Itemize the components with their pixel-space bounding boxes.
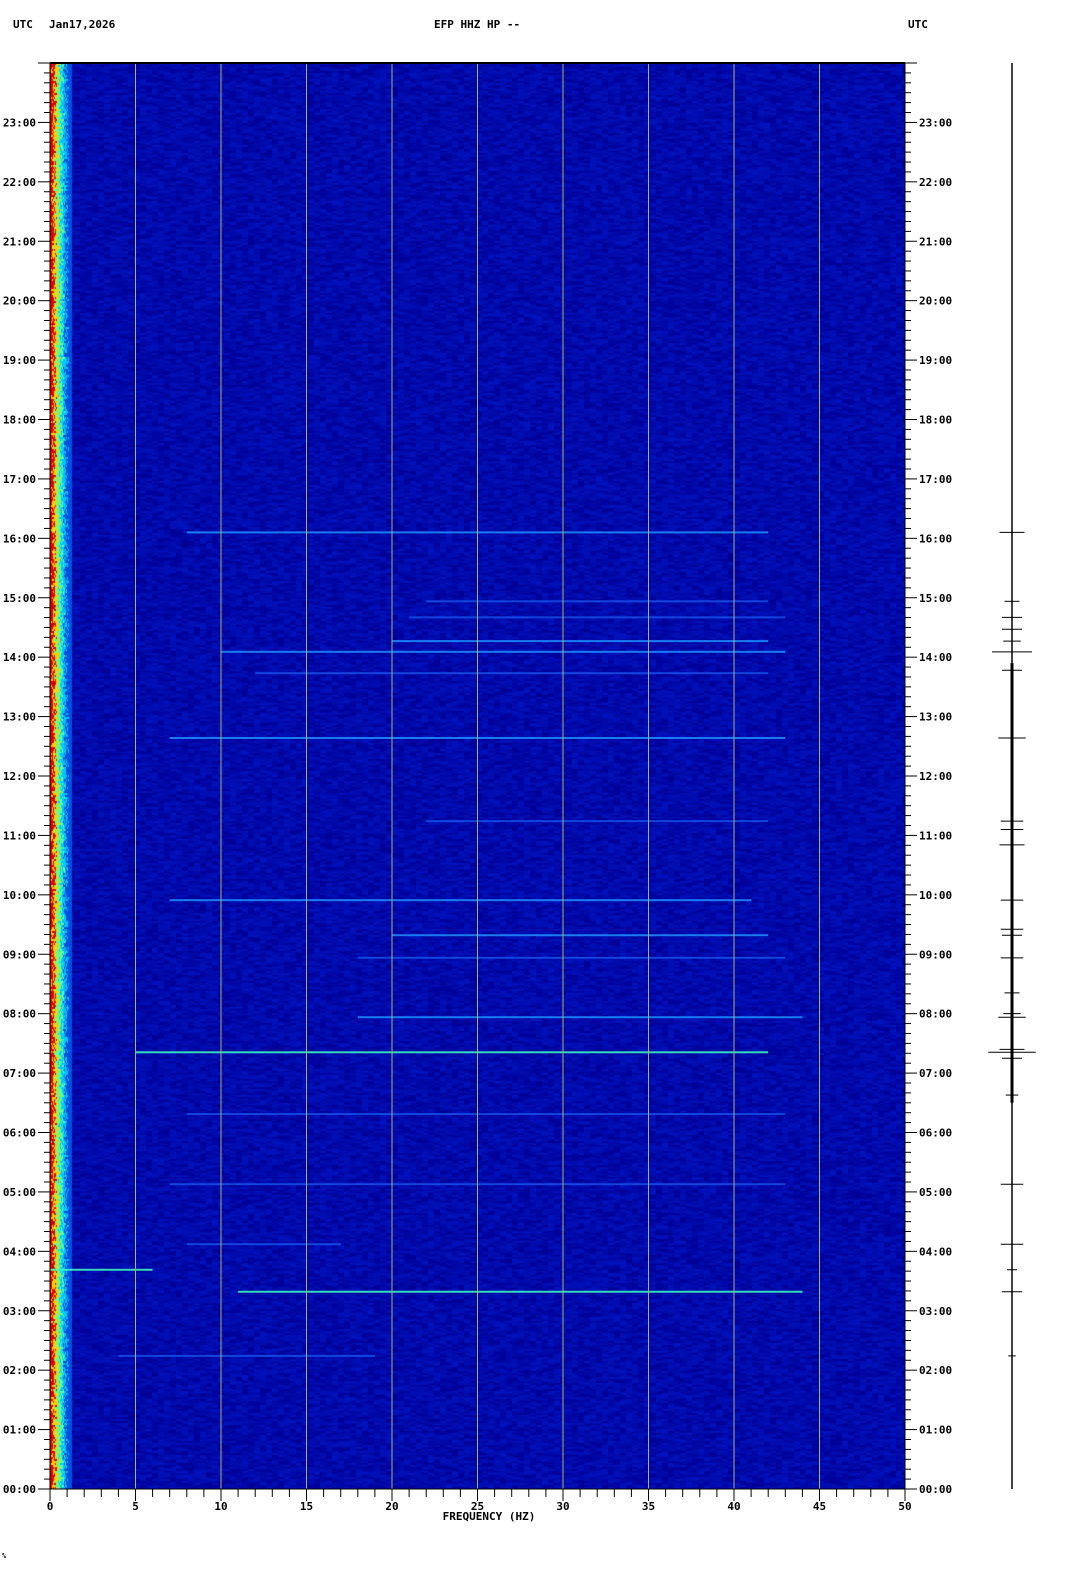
y-tick-label-left: 17:00 [3, 473, 36, 486]
y-tick-label-left: 19:00 [3, 354, 36, 367]
y-tick-label-right: 15:00 [919, 592, 952, 605]
y-tick-label-left: 18:00 [3, 414, 36, 427]
y-tick-label-left: 07:00 [3, 1067, 36, 1080]
y-tick-label-right: 14:00 [919, 651, 952, 664]
event-band [255, 672, 769, 675]
y-tick-label-right: 13:00 [919, 711, 952, 724]
y-tick-label-left: 00:00 [3, 1483, 36, 1496]
x-tick-label: 15 [300, 1500, 313, 1513]
y-tick-label-right: 22:00 [919, 176, 952, 189]
right-timezone-label: UTC [908, 18, 928, 31]
date-label: Jan17,2026 [49, 18, 116, 31]
x-tick-label: 20 [385, 1500, 398, 1513]
y-tick-label-left: 05:00 [3, 1186, 36, 1199]
y-tick-label-right: 03:00 [919, 1305, 952, 1318]
x-tick-label: 5 [132, 1500, 139, 1513]
event-band [426, 820, 769, 823]
y-tick-label-left: 11:00 [3, 829, 36, 842]
y-tick-label-left: 01:00 [3, 1424, 36, 1437]
y-tick-label-left: 09:00 [3, 948, 36, 961]
y-tick-label-left: 15:00 [3, 592, 36, 605]
y-tick-label-left: 22:00 [3, 176, 36, 189]
event-band [186, 1113, 786, 1116]
y-tick-label-left: 16:00 [3, 532, 36, 545]
y-tick-label-right: 07:00 [919, 1067, 952, 1080]
y-tick-label-right: 18:00 [919, 414, 952, 427]
event-band [50, 1268, 153, 1271]
event-band [357, 1016, 803, 1019]
y-tick-label-left: 08:00 [3, 1008, 36, 1021]
x-tick-label: 40 [727, 1500, 740, 1513]
y-tick-label-left: 02:00 [3, 1364, 36, 1377]
y-tick-label-right: 23:00 [919, 116, 952, 129]
y-tick-label-left: 13:00 [3, 711, 36, 724]
y-tick-label-right: 11:00 [919, 829, 952, 842]
y-tick-label-right: 01:00 [919, 1424, 952, 1437]
y-tick-label-right: 21:00 [919, 235, 952, 248]
x-tick-label: 10 [214, 1500, 227, 1513]
x-tick-label: 25 [471, 1500, 484, 1513]
x-tick-label: 50 [898, 1500, 911, 1513]
y-tick-label-left: 20:00 [3, 295, 36, 308]
event-band [357, 956, 786, 959]
y-tick-label-right: 10:00 [919, 889, 952, 902]
y-tick-label-right: 09:00 [919, 948, 952, 961]
event-band [409, 616, 786, 619]
y-tick-label-left: 06:00 [3, 1127, 36, 1140]
y-tick-label-right: 05:00 [919, 1186, 952, 1199]
event-band [118, 1354, 375, 1357]
y-tick-label-right: 02:00 [919, 1364, 952, 1377]
y-tick-label-right: 20:00 [919, 295, 952, 308]
y-tick-label-right: 06:00 [919, 1127, 952, 1140]
event-band [169, 899, 752, 902]
chart-title: EFP HHZ HP -- [434, 18, 521, 31]
event-band [186, 1243, 341, 1246]
y-tick-label-left: 21:00 [3, 235, 36, 248]
y-tick-label-right: 12:00 [919, 770, 952, 783]
x-tick-label: 45 [813, 1500, 826, 1513]
y-tick-label-right: 08:00 [919, 1008, 952, 1021]
y-tick-label-left: 12:00 [3, 770, 36, 783]
y-tick-label-right: 00:00 [919, 1483, 952, 1496]
x-tick-label: 30 [556, 1500, 569, 1513]
y-tick-label-left: 03:00 [3, 1305, 36, 1318]
event-band [392, 640, 769, 643]
y-tick-label-right: 04:00 [919, 1245, 952, 1258]
y-tick-label-left: 23:00 [3, 116, 36, 129]
event-band [135, 1051, 769, 1054]
left-timezone-label: UTC [13, 18, 33, 31]
x-axis-label: FREQUENCY (HZ) [443, 1510, 536, 1523]
event-band [392, 934, 769, 937]
x-tick-label: 0 [47, 1500, 54, 1513]
event-band [221, 650, 786, 653]
event-band [426, 600, 769, 603]
x-tick-label: 35 [642, 1500, 655, 1513]
y-tick-label-right: 19:00 [919, 354, 952, 367]
y-tick-label-left: 10:00 [3, 889, 36, 902]
footer-mark: % [2, 1552, 7, 1560]
event-band [238, 1290, 803, 1293]
y-tick-label-left: 14:00 [3, 651, 36, 664]
y-tick-label-right: 16:00 [919, 532, 952, 545]
y-tick-label-left: 04:00 [3, 1245, 36, 1258]
y-tick-label-right: 17:00 [919, 473, 952, 486]
